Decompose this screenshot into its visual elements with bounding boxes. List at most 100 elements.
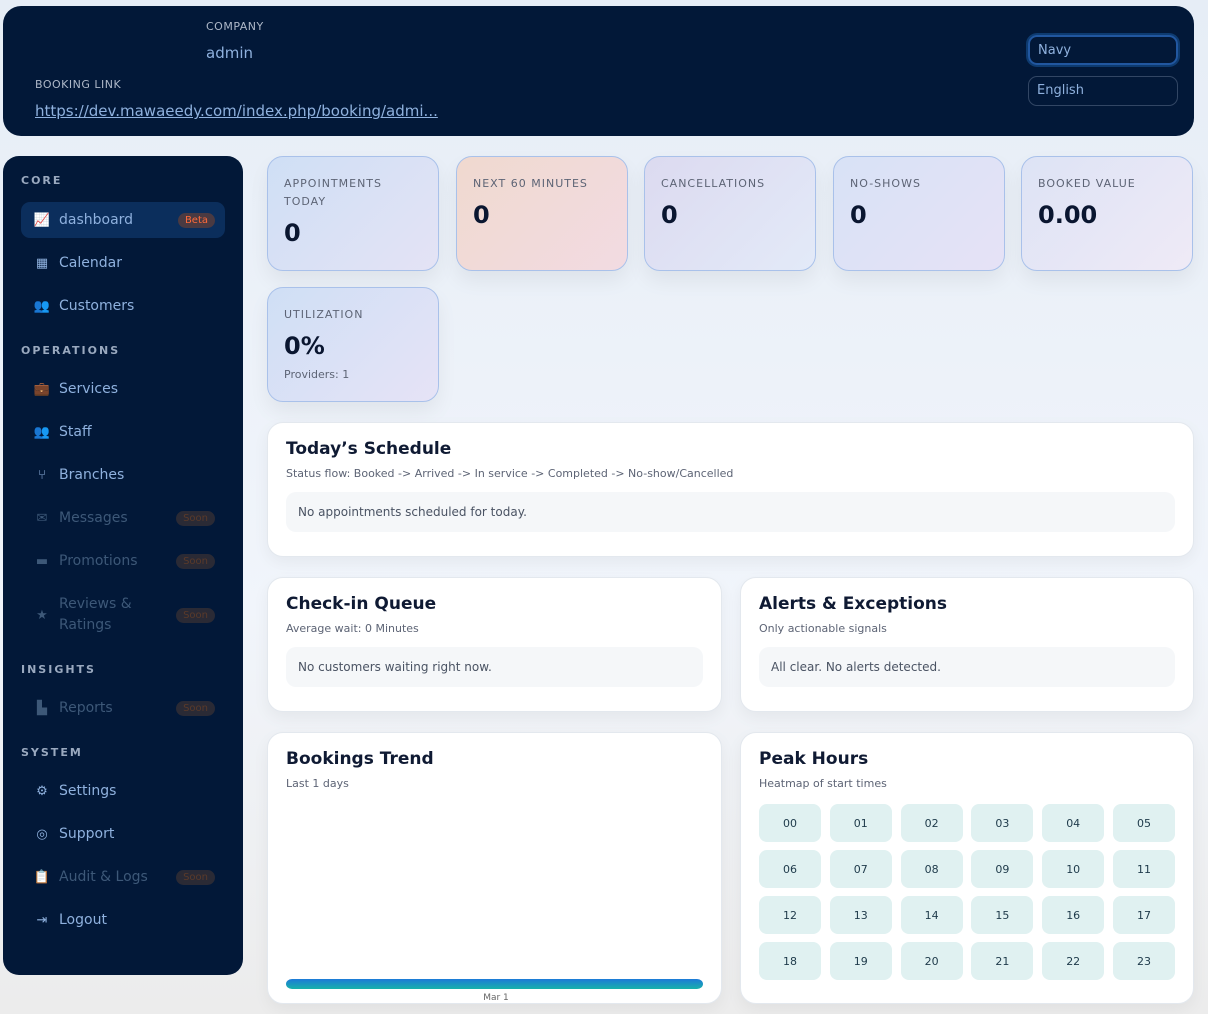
card-title: Alerts & Exceptions (759, 594, 948, 614)
todays-schedule-card: Today’s Schedule Status flow: Booked -> … (267, 422, 1194, 557)
heatmap-cell: 13 (829, 896, 892, 934)
sidebar-section-title: OPERATIONS (21, 344, 121, 357)
checkin-queue-card: Check-in Queue Average wait: 0 Minutes N… (267, 577, 722, 712)
sidebar-item-label: Settings (59, 782, 117, 799)
sidebar-item-staff[interactable]: 👥 Staff (21, 414, 225, 450)
users-icon: 👥 (33, 298, 51, 314)
kpi-value: 0 (850, 201, 867, 229)
theme-select[interactable]: Navy (1028, 35, 1178, 65)
card-subtitle: Average wait: 0 Minutes (286, 622, 419, 635)
logout-icon: ⇥ (36, 912, 48, 928)
kpi-value: 0.00 (1038, 201, 1098, 229)
empty-state: No appointments scheduled for today. (286, 492, 1175, 532)
sidebar-item-calendar[interactable]: ▦ Calendar (21, 245, 225, 281)
status-badge: Soon (176, 700, 215, 716)
card-subtitle: Last 1 days (286, 777, 349, 790)
heatmap-cell: 09 (971, 850, 1034, 888)
code-branch-icon: ⑂ (38, 467, 46, 483)
card-title: Today’s Schedule (286, 439, 452, 459)
kpi-value: 0 (473, 201, 490, 229)
status-badge: Soon (176, 607, 215, 623)
sidebar-section-title: INSIGHTS (21, 663, 96, 676)
kpi-value: 0 (661, 201, 678, 229)
heatmap-cell: 04 (1042, 804, 1105, 842)
kpi-label: NO-SHOWS (850, 177, 921, 190)
people-group-icon: 👥 (33, 424, 51, 440)
booking-link-label: BOOKING LINK (35, 78, 122, 91)
ticket-icon: ▬ (35, 553, 49, 569)
language-select[interactable]: English (1028, 76, 1178, 106)
sidebar-item-reviews-ratings[interactable]: ★ Reviews & Ratings Soon (21, 591, 225, 639)
top-header: COMPANY admin BOOKING LINK https://dev.m… (3, 6, 1194, 136)
empty-state: No customers waiting right now. (286, 647, 703, 687)
sidebar-item-label: dashboard (59, 211, 134, 228)
bookings-trend-chart: Mar 1 (286, 979, 703, 1003)
empty-state: All clear. No alerts detected. (759, 647, 1175, 687)
status-badge: Soon (176, 510, 215, 526)
calendar-icon: ▦ (35, 255, 49, 271)
sidebar-item-services[interactable]: 💼 Services (21, 371, 225, 407)
sidebar-item-label: Promotions (59, 552, 138, 569)
heatmap-cell: 11 (1112, 850, 1175, 888)
sidebar-item-dashboard[interactable]: 📈 dashboard Beta (21, 202, 225, 238)
heatmap-cell: 14 (900, 896, 963, 934)
sidebar-item-promotions[interactable]: ▬ Promotions Soon (21, 543, 225, 579)
envelope-icon: ✉ (36, 510, 48, 526)
sidebar-item-label: Reviews & Ratings (59, 596, 132, 633)
heatmap-cell: 05 (1112, 804, 1175, 842)
card-subtitle: Status flow: Booked -> Arrived -> In ser… (286, 467, 734, 480)
kpi-card-no-shows: NO-SHOWS 0 (833, 156, 1005, 271)
booking-link[interactable]: https://dev.mawaeedy.com/index.php/booki… (35, 102, 438, 120)
sidebar-item-label: Logout (59, 911, 107, 928)
kpi-label: BOOKED VALUE (1038, 177, 1136, 190)
sidebar-item-label: Support (59, 825, 115, 842)
briefcase-clock-icon: 💼 (33, 381, 51, 397)
card-title: Check-in Queue (286, 594, 437, 614)
peak-hours-card: Peak Hours Heatmap of start times 00 01 02… (740, 732, 1194, 1004)
chart-icon: ▙ (37, 700, 47, 716)
sidebar-item-settings[interactable]: ⚙ Settings (21, 773, 225, 809)
sidebar-item-label: Messages (59, 509, 128, 526)
status-badge: Soon (176, 553, 215, 569)
heatmap-cell: 18 (759, 942, 821, 980)
heatmap-cell: 15 (971, 896, 1034, 934)
sidebar-item-reports[interactable]: ▙ Reports Soon (21, 690, 225, 726)
sidebar-item-customers[interactable]: 👥 Customers (21, 288, 225, 324)
heatmap-cell: 00 (759, 804, 821, 842)
heatmap-cell: 01 (829, 804, 892, 842)
heatmap-cell: 20 (900, 942, 963, 980)
kpi-card-next-60-minutes: NEXT 60 MINUTES 0 (456, 156, 628, 271)
company-name: admin (206, 44, 253, 62)
sidebar-item-label: Reports (59, 699, 113, 716)
status-badge: Beta (177, 212, 215, 228)
kpi-card-appointments-today: APPOINTMENTS TODAY 0 (267, 156, 439, 271)
sidebar: CORE 📈 dashboard Beta ▦ Calendar 👥 Customers OPE… (3, 156, 243, 975)
sidebar-section-title: SYSTEM (21, 746, 83, 759)
star-icon: ★ (36, 607, 48, 623)
kpi-card-utilization: UTILIZATION 0% Providers: 1 (267, 287, 439, 402)
kpi-value: 0 (284, 219, 301, 247)
heatmap-cell: 02 (900, 804, 963, 842)
sidebar-item-messages[interactable]: ✉ Messages Soon (21, 500, 225, 536)
kpi-card-cancellations: CANCELLATIONS 0 (644, 156, 816, 271)
sidebar-section-title: CORE (21, 174, 63, 187)
clipboard-icon: 📋 (33, 869, 51, 885)
heatmap-cell: 03 (971, 804, 1034, 842)
kpi-label: UTILIZATION (284, 308, 364, 321)
sidebar-item-branches[interactable]: ⑂ Branches (21, 457, 225, 493)
sidebar-item-label: Calendar (59, 254, 122, 271)
sidebar-item-support[interactable]: ◎ Support (21, 816, 225, 852)
gear-icon: ⚙ (36, 783, 48, 799)
sidebar-item-audit-logs[interactable]: 📋 Audit & Logs Soon (21, 859, 225, 895)
sidebar-item-label: Services (59, 380, 119, 397)
chart-line-icon: 📈 (33, 212, 51, 228)
sidebar-item-logout[interactable]: ⇥ Logout (21, 902, 225, 938)
x-tick-label: Mar 1 (483, 993, 509, 1003)
peak-hours-heatmap: 00 01 02 03 04 05 06 07 08 09 10 11 12 13 14 15 16 17 18 19… (759, 804, 1175, 980)
sidebar-item-label: Branches (59, 466, 125, 483)
heatmap-cell: 08 (900, 850, 963, 888)
heatmap-cell: 10 (1042, 850, 1105, 888)
status-badge: Soon (176, 869, 215, 885)
heatmap-cell: 19 (829, 942, 892, 980)
kpi-card-booked-value: BOOKED VALUE 0.00 (1021, 156, 1193, 271)
